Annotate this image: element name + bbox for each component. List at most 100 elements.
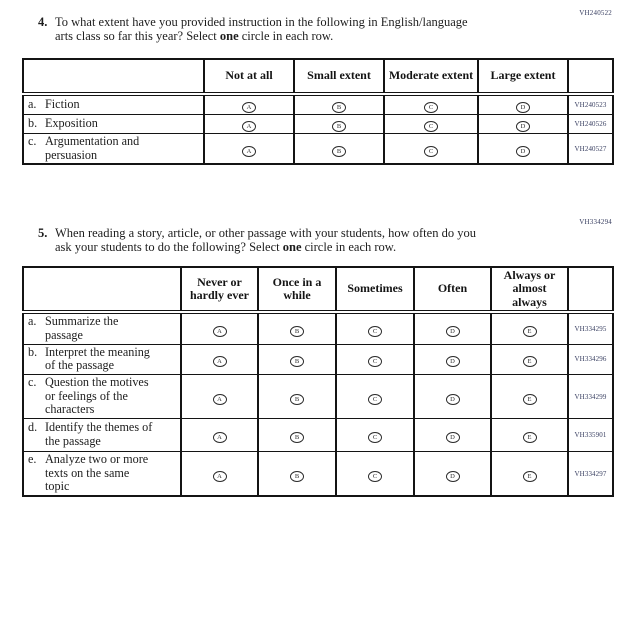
answer-bubble-c[interactable]: C [368, 470, 382, 482]
answer-bubble-d[interactable]: D [445, 393, 460, 405]
q5-column-header-sometimes: Sometimes [335, 266, 415, 315]
question5-line2-post: circle in each row. [301, 240, 397, 254]
q4-row-exposition: b. Exposition A B C D VH240526 [22, 114, 614, 134]
answer-bubble-b[interactable]: B [332, 102, 346, 113]
question5-text: When reading a story, article, or other … [55, 226, 476, 254]
q5-r0-option-b-cell: B [257, 311, 337, 345]
q5-row-analyze-texts: e. Analyze two or more texts on the same … [22, 451, 614, 497]
row-letter: a. [28, 314, 37, 329]
q4-r1-option-b-cell: B [293, 114, 385, 134]
q5-r2-option-d-cell: D [413, 374, 492, 420]
answer-bubble-b[interactable]: B [290, 470, 304, 482]
q5-r0-option-e-cell: E [490, 311, 569, 345]
answer-bubble-b[interactable]: B [290, 326, 304, 338]
q4-r1-option-d-cell: D [477, 114, 569, 134]
answer-bubble-d[interactable]: D [516, 145, 530, 157]
q5-r2-option-e-cell: E [490, 374, 569, 420]
q4-row-fiction: a. Fiction A B C D VH240523 [22, 93, 614, 115]
row-accession-code: VH334297 [567, 451, 614, 497]
answer-bubble-c[interactable]: C [424, 145, 438, 157]
question5-accession-code: VH334294 [579, 218, 612, 226]
q5-r1-option-a-cell: A [180, 343, 259, 376]
row-accession-code: VH334295 [567, 311, 614, 345]
answer-bubble-b[interactable]: B [290, 432, 304, 444]
row-letter: b. [28, 344, 38, 359]
question4-bold-word: one [219, 29, 239, 43]
answer-bubble-c[interactable]: C [368, 326, 382, 338]
answer-bubble-c[interactable]: C [424, 102, 438, 113]
answer-bubble-a[interactable]: A [212, 432, 227, 444]
row-accession-code: VH334296 [567, 343, 614, 376]
q5-r1-option-c-cell: C [335, 343, 415, 376]
row-label: Identify the themes of the passage [45, 420, 153, 449]
answer-bubble-d[interactable]: D [445, 326, 460, 338]
row-letter: c. [28, 375, 37, 390]
q5-header-row: Never or hardly ever Once in a while Som… [22, 266, 614, 315]
answer-bubble-e[interactable]: E [522, 470, 537, 482]
q5-r2-option-c-cell: C [335, 374, 415, 420]
q5-r0-option-d-cell: D [413, 311, 492, 345]
row-label: Question the motives or feelings of the … [45, 375, 149, 417]
answer-bubble-a[interactable]: A [242, 121, 256, 132]
answer-bubble-d[interactable]: D [445, 356, 460, 368]
row-letter: d. [28, 420, 38, 435]
q5-column-header-often: Often [413, 266, 492, 315]
q4-r0-option-d-cell: D [477, 93, 569, 115]
question4-line2-post: circle in each row. [238, 29, 334, 43]
q5-r0-option-c-cell: C [335, 311, 415, 345]
question4-response-table: Not at all Small extent Moderate extent … [22, 58, 614, 166]
q4-r2-option-c-cell: C [383, 133, 479, 165]
q5-r2-option-b-cell: B [257, 374, 337, 420]
q4-column-header-small-extent: Small extent [293, 58, 385, 96]
q5-r3-option-c-cell: C [335, 418, 415, 453]
answer-bubble-b[interactable]: B [332, 145, 346, 157]
answer-bubble-e[interactable]: E [522, 393, 537, 405]
row-accession-code: VH334299 [567, 374, 614, 420]
answer-bubble-e[interactable]: E [522, 326, 537, 338]
answer-bubble-c[interactable]: C [424, 121, 438, 132]
q5-r3-option-e-cell: E [490, 418, 569, 453]
answer-bubble-e[interactable]: E [522, 356, 537, 368]
question5-line2-pre: ask your students to do the following? S… [55, 240, 283, 254]
answer-bubble-c[interactable]: C [368, 393, 382, 405]
row-label-cell: b. Exposition [22, 114, 205, 134]
answer-bubble-b[interactable]: B [290, 356, 304, 368]
answer-bubble-e[interactable]: E [522, 432, 537, 444]
answer-bubble-d[interactable]: D [516, 121, 530, 132]
q5-r1-option-e-cell: E [490, 343, 569, 376]
question4-line1: To what extent have you provided instruc… [55, 15, 468, 29]
question4-text: To what extent have you provided instruc… [55, 15, 468, 43]
answer-bubble-a[interactable]: A [242, 145, 256, 157]
answer-bubble-a[interactable]: A [212, 326, 227, 338]
row-letter: b. [28, 116, 38, 131]
q4-row-argumentation: c. Argumentation and persuasion A B C D V… [22, 133, 614, 165]
q5-r4-option-e-cell: E [490, 451, 569, 497]
question5-response-table: Never or hardly ever Once in a while Som… [22, 266, 614, 498]
question4-number: 4. [38, 15, 48, 29]
answer-bubble-c[interactable]: C [368, 432, 382, 444]
row-label: Argumentation and persuasion [45, 134, 140, 162]
q5-column-header-once-in-a-while: Once in a while [257, 266, 337, 315]
q4-column-header-not-at-all: Not at all [203, 58, 295, 96]
row-label-cell: d. Identify the themes of the passage [22, 418, 182, 453]
q4-r2-option-b-cell: B [293, 133, 385, 165]
q5-column-header-never: Never or hardly ever [180, 266, 259, 315]
answer-bubble-b[interactable]: B [332, 121, 346, 132]
answer-bubble-d[interactable]: D [445, 432, 460, 444]
answer-bubble-a[interactable]: A [212, 356, 227, 368]
row-accession-code: VH335901 [567, 418, 614, 453]
q5-row-question-motives: c. Question the motives or feelings of th… [22, 374, 614, 420]
q5-r0-option-a-cell: A [180, 311, 259, 345]
answer-bubble-b[interactable]: B [290, 393, 304, 405]
q5-row-interpret: b. Interpret the meaning of the passage A… [22, 343, 614, 376]
answer-bubble-d[interactable]: D [516, 102, 530, 113]
answer-bubble-a[interactable]: A [212, 470, 227, 482]
answer-bubble-c[interactable]: C [368, 356, 382, 368]
answer-bubble-a[interactable]: A [212, 393, 227, 405]
q4-column-header-moderate-extent: Moderate extent [383, 58, 479, 96]
row-label: Interpret the meaning of the passage [45, 344, 150, 373]
answer-bubble-a[interactable]: A [242, 102, 256, 113]
q5-r3-option-d-cell: D [413, 418, 492, 453]
answer-bubble-d[interactable]: D [445, 470, 460, 482]
row-label-cell: c. Question the motives or feelings of th… [22, 374, 182, 420]
